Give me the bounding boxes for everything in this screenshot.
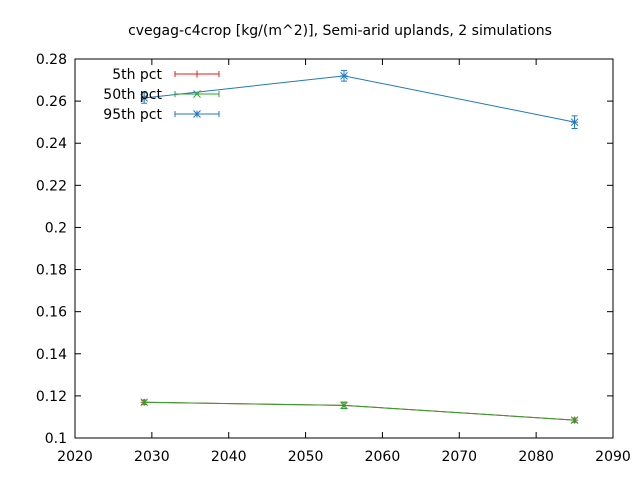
y-axis: 0.1 0.12 0.14 0.16 0.18 0.2 0.22 0.24 0.26 0.28 [36, 52, 613, 447]
x-tick-label: 2070 [441, 449, 477, 465]
y-tick-label: 0.16 [36, 305, 67, 321]
series-50th-pct [140, 398, 579, 424]
y-tick-label: 0.2 [45, 220, 67, 236]
x-tick-label: 2090 [595, 449, 631, 465]
x-tick-label: 2060 [365, 449, 401, 465]
data-point [140, 398, 149, 407]
x-tick-label: 2040 [211, 449, 247, 465]
legend-marker [193, 90, 201, 98]
plot-area [140, 70, 579, 424]
series-5th-pct [140, 398, 579, 424]
legend-label: 5th pct [112, 67, 162, 83]
data-point [140, 94, 149, 102]
x-tick-label: 2080 [518, 449, 554, 465]
legend-label: 50th pct [103, 87, 162, 103]
y-tick-label: 0.18 [36, 263, 67, 279]
y-tick-label: 0.12 [36, 389, 67, 405]
data-point [570, 118, 579, 127]
x-tick-label: 2020 [57, 449, 93, 465]
series-95th-pct [140, 70, 579, 129]
legend-label: 95th pct [103, 107, 162, 123]
plot-frame [74, 58, 614, 439]
series-line [144, 75, 575, 123]
legend-marker [193, 110, 201, 118]
y-tick-label: 0.28 [36, 52, 67, 68]
chart-title: cvegag-c4crop [kg/(m^2)], Semi-arid upla… [128, 23, 552, 39]
x-tick-label: 2050 [288, 449, 324, 465]
y-tick-label: 0.1 [45, 431, 67, 447]
legend: 5th pct 50th pct 95th pct [103, 67, 220, 123]
x-axis: 2020 2030 2040 2050 2060 2070 2080 2090 [57, 59, 631, 465]
data-point [570, 416, 579, 424]
y-tick-label: 0.14 [36, 347, 67, 363]
y-tick-label: 0.26 [36, 94, 67, 110]
y-tick-label: 0.24 [36, 136, 67, 152]
x-tick-label: 2030 [134, 449, 170, 465]
data-point [340, 401, 348, 410]
y-tick-label: 0.22 [36, 178, 67, 194]
data-point [340, 71, 348, 80]
series-line [144, 401, 575, 421]
series-line [144, 401, 575, 421]
